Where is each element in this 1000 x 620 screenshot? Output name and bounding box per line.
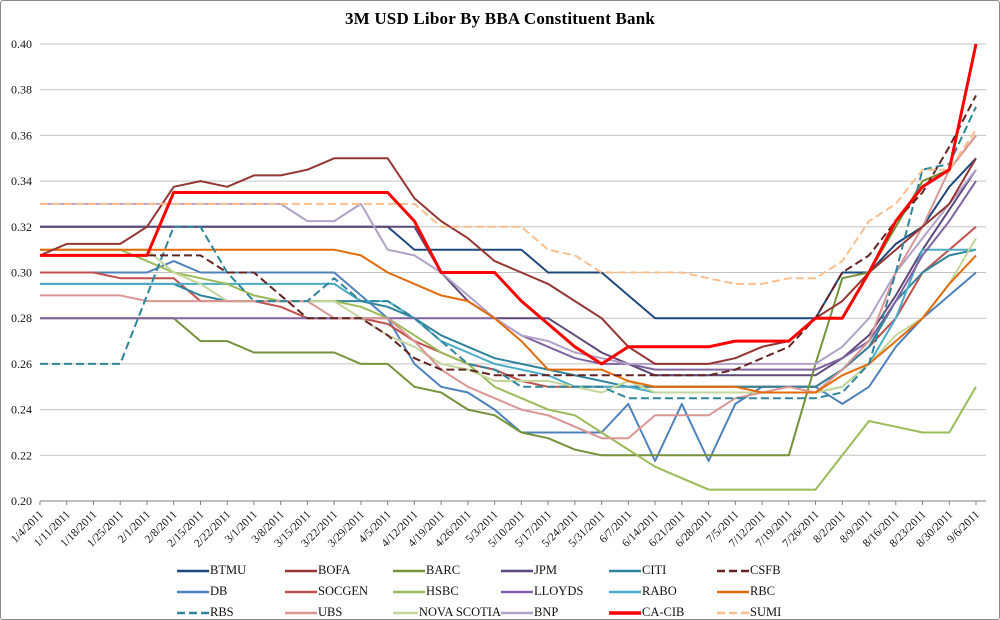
- legend-item-db: DB: [177, 584, 285, 599]
- legend-item-btmu: BTMU: [177, 563, 285, 578]
- legend-line-swatch: [501, 569, 533, 572]
- legend-line-swatch: [501, 590, 533, 593]
- series-line-jpm: [40, 169, 977, 377]
- legend-item-bofa: BOFA: [285, 563, 393, 578]
- legend-item-rbs: RBS: [177, 605, 285, 619]
- series-line-nova-scotia: [40, 237, 977, 394]
- legend-label: JPM: [534, 563, 557, 577]
- legend-line-swatch: [177, 611, 209, 614]
- legend-label: CA-CIB: [642, 605, 685, 619]
- y-tick-label: 0.32: [11, 220, 32, 234]
- legend-line-swatch: [717, 569, 749, 572]
- legend-item-ca-cib: CA-CIB: [609, 605, 717, 619]
- y-tick-label: 0.26: [11, 357, 32, 371]
- series-line-barc: [40, 134, 977, 457]
- legend-item-lloyds: LLOYDS: [501, 584, 609, 599]
- legend-line-swatch: [285, 590, 317, 593]
- y-tick-label: 0.20: [11, 494, 32, 508]
- legend-line-swatch: [177, 569, 209, 572]
- legend-label: SUMI: [750, 605, 782, 619]
- legend-line-swatch: [609, 590, 641, 593]
- y-tick-label: 0.28: [11, 311, 32, 325]
- legend-label: LLOYDS: [534, 584, 584, 598]
- legend-line-swatch: [717, 611, 749, 614]
- chart-legend: BTMU BOFA BARC JPM CITI CSFB DB SOCGEN HSBC LLOYD…: [177, 560, 825, 619]
- legend-item-citi: CITI: [609, 563, 717, 578]
- legend-label: RABO: [642, 584, 677, 598]
- series-line-btmu: [40, 157, 977, 320]
- legend-item-ubs: UBS: [285, 605, 393, 619]
- series-line-hsbc: [40, 248, 977, 491]
- series-line-bofa: [39, 157, 977, 365]
- legend-line-swatch: [609, 610, 641, 615]
- legend-line-swatch: [177, 590, 209, 593]
- legend-item-rabo: RABO: [609, 584, 717, 599]
- legend-label: UBS: [318, 605, 343, 619]
- y-tick-label: 0.40: [11, 37, 32, 51]
- legend-item-sumi: SUMI: [717, 605, 825, 619]
- legend-line-swatch: [393, 590, 425, 593]
- legend-item-csfb: CSFB: [717, 563, 825, 578]
- y-tick-label: 0.34: [11, 174, 32, 188]
- legend-label: CITI: [642, 563, 667, 577]
- series-line-ca-cib: [40, 43, 978, 366]
- legend-item-jpm: JPM: [501, 563, 609, 578]
- legend-label: BNP: [534, 605, 559, 619]
- legend-line-swatch: [285, 611, 317, 614]
- legend-item-bnp: BNP: [501, 605, 609, 619]
- legend-line-swatch: [609, 569, 641, 572]
- legend-label: HSBC: [426, 584, 459, 598]
- legend-label: SOCGEN: [318, 584, 369, 598]
- legend-label: DB: [210, 584, 228, 598]
- legend-line-swatch: [285, 569, 317, 572]
- legend-label: CSFB: [750, 563, 781, 577]
- legend-label: NOVA SCOTIA: [418, 605, 501, 619]
- legend-item-hsbc: HSBC: [393, 584, 501, 599]
- series-line-csfb: [40, 94, 977, 377]
- legend-line-swatch: [501, 611, 533, 614]
- series-line-citi: [40, 248, 977, 388]
- legend-item-nova-scotia: NOVA SCOTIA: [393, 605, 501, 619]
- y-tick-label: 0.24: [11, 403, 32, 417]
- legend-item-socgen: SOCGEN: [285, 584, 393, 599]
- legend-line-swatch: [393, 569, 425, 572]
- legend-label: BOFA: [318, 563, 351, 577]
- legend-label: BARC: [426, 563, 461, 577]
- y-tick-label: 0.36: [11, 128, 32, 142]
- legend-label: BTMU: [210, 563, 247, 577]
- chart-title: 3M USD Libor By BBA Constituent Bank: [344, 9, 656, 28]
- series-line-sumi: [40, 129, 977, 285]
- legend-line-swatch: [717, 590, 749, 593]
- legend-item-rbc: RBC: [717, 584, 825, 599]
- series-line-rabo: [40, 248, 976, 394]
- legend-label: RBC: [750, 584, 776, 598]
- y-tick-label: 0.38: [11, 83, 32, 97]
- series-line-rbs: [40, 106, 977, 400]
- legend-label: RBS: [210, 605, 234, 619]
- y-tick-label: 0.22: [11, 448, 32, 462]
- series-line-rbc: [40, 248, 977, 394]
- legend-item-barc: BARC: [393, 563, 501, 578]
- y-tick-label: 0.30: [11, 266, 32, 280]
- legend-line-swatch: [393, 611, 418, 614]
